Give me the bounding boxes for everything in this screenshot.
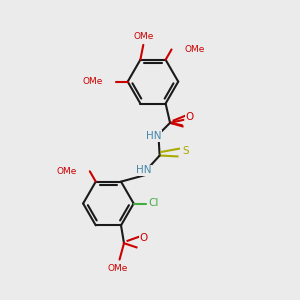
Text: O: O <box>140 233 148 243</box>
Text: OMe: OMe <box>184 45 204 54</box>
Text: S: S <box>182 146 189 156</box>
Text: HN: HN <box>146 131 161 141</box>
Text: OMe: OMe <box>83 77 103 86</box>
Text: OMe: OMe <box>57 167 77 176</box>
Text: O: O <box>186 112 194 122</box>
Text: HN: HN <box>136 165 151 176</box>
Text: OMe: OMe <box>133 32 154 41</box>
Text: Cl: Cl <box>149 199 159 208</box>
Text: OMe: OMe <box>108 264 128 273</box>
